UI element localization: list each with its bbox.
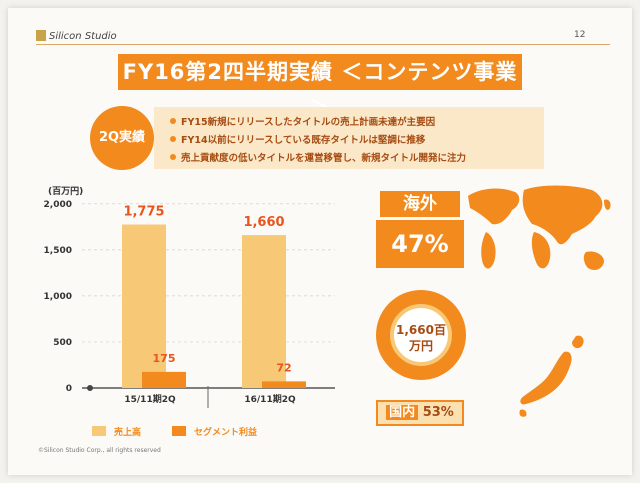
- bar-profit: [262, 381, 306, 388]
- donut-center: [390, 304, 452, 366]
- summary-bullet-text: FY14以前にリリースしている既存タイトルは堅調に推移: [181, 135, 426, 146]
- bullet-dot-icon: [170, 136, 176, 142]
- y-tick-label: 1,000: [44, 292, 72, 302]
- copyright-text: ©Silicon Studio Corp., all rights reserv…: [38, 447, 161, 454]
- summary-bullet: FY14以前にリリースしている既存タイトルは堅調に推移: [170, 132, 425, 146]
- y-tick-label: 1,500: [44, 246, 72, 256]
- legend-label-sales: 売上高: [114, 428, 142, 438]
- domestic-label: 国内: [386, 405, 419, 420]
- legend-profit: セグメント利益: [172, 425, 257, 438]
- data-label-sales: 1,660: [243, 215, 284, 230]
- summary-bullet: 売上貢献度の低いタイトルを運営移管し、新規タイトル開発に注力: [170, 150, 466, 164]
- summary-bullet: FY15新規にリリースしたタイトルの売上計画未達が主要因: [170, 114, 435, 128]
- logo-mark-icon: [36, 30, 46, 41]
- y-tick-label: 500: [53, 338, 72, 348]
- data-label-profit: 175: [153, 352, 176, 365]
- summary-bullet-text: 売上貢献度の低いタイトルを運営移管し、新規タイトル開発に注力: [181, 153, 467, 164]
- bar-profit: [142, 371, 186, 388]
- total-revenue: 1,660百 万円: [386, 322, 456, 354]
- bar-sales: [122, 224, 166, 388]
- y-tick-label: 2,000: [44, 200, 72, 210]
- axis-origin-marker: [87, 385, 93, 391]
- header-divider: [36, 44, 610, 45]
- domestic-percentage: 53%: [422, 405, 454, 420]
- data-label-profit: 72: [276, 361, 291, 374]
- summary-panel: FY15新規にリリースしたタイトルの売上計画未達が主要因 FY14以前にリリース…: [154, 107, 544, 169]
- bullet-dot-icon: [170, 154, 176, 160]
- legend-swatch-sales: [92, 426, 106, 436]
- page-number: 12: [574, 30, 586, 40]
- summary-bullet-text: FY15新規にリリースしたタイトルの売上計画未達が主要因: [181, 117, 436, 128]
- total-revenue-line1: 1,660百: [396, 323, 446, 337]
- overseas-label: 海外: [380, 191, 460, 217]
- legend-sales: 売上高: [92, 425, 141, 438]
- total-revenue-line2: 万円: [408, 339, 433, 353]
- company-logo: Silicon Studio: [36, 30, 117, 42]
- bar-sales: [242, 235, 286, 388]
- summary-badge: 2Q実績: [90, 106, 154, 170]
- slide-title: FY16第2四半期実績 ＜コンテンツ事業＞: [118, 54, 522, 120]
- legend-swatch-profit: [172, 426, 186, 436]
- data-label-sales: 1,775: [123, 205, 164, 220]
- x-category-label: 16/11期2Q: [244, 393, 296, 405]
- legend-label-profit: セグメント利益: [194, 428, 258, 438]
- x-category-label: 15/11期2Q: [124, 393, 176, 405]
- y-axis-unit: (百万円): [48, 187, 84, 197]
- bullet-dot-icon: [170, 118, 176, 124]
- logo-text: Silicon Studio: [49, 31, 117, 42]
- overseas-percentage: 47%: [376, 220, 464, 268]
- domestic-share: 国内 53%: [376, 400, 464, 426]
- y-tick-label: 0: [66, 384, 72, 394]
